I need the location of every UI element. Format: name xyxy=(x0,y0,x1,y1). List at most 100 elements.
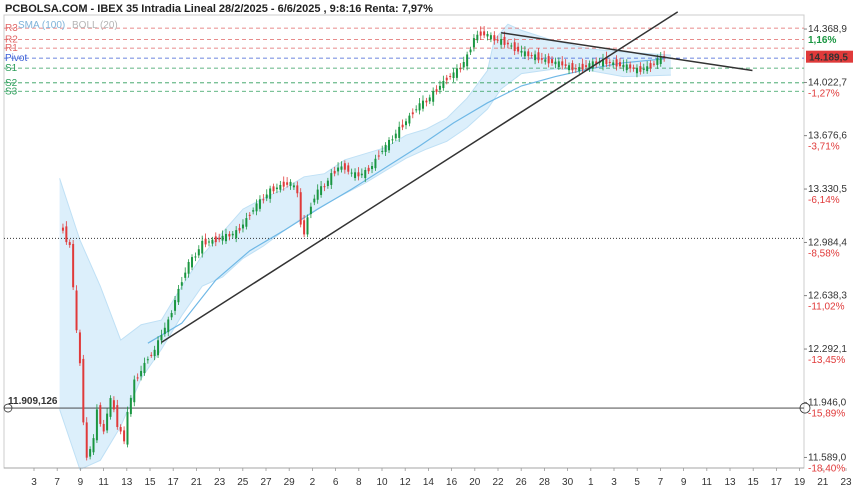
legend-sma: SMA (100) xyxy=(18,20,65,31)
y-tick-label: 12.984,4 xyxy=(808,237,847,248)
current-price-badge xyxy=(806,50,853,63)
candle-body xyxy=(364,170,367,179)
candle-body xyxy=(343,163,346,170)
candle-body xyxy=(500,39,503,45)
candle-body xyxy=(391,139,394,141)
x-tick-label: 30 xyxy=(562,477,574,488)
candle-body xyxy=(405,121,407,126)
boll-upper-line xyxy=(59,23,671,341)
candle-body xyxy=(554,61,557,65)
level-label-pivot: Pivot xyxy=(5,53,27,64)
y-tick-label: 11.946,0 xyxy=(808,397,847,408)
x-tick-label: 21 xyxy=(191,477,203,488)
candle-body xyxy=(143,362,146,374)
candle-body xyxy=(160,335,163,341)
candle-body xyxy=(585,65,588,67)
candle-body xyxy=(320,186,323,195)
reference-label: 11.909,126 xyxy=(8,396,58,407)
candle-body xyxy=(180,282,183,286)
candle-body xyxy=(337,167,340,172)
candle-body xyxy=(442,80,445,89)
candle-body xyxy=(354,172,357,179)
candle-body xyxy=(578,67,581,72)
x-tick-label: 12 xyxy=(400,477,412,488)
candle-body xyxy=(292,185,295,188)
y-tick-label: 12.292,1 xyxy=(808,344,847,355)
x-tick-label: 13 xyxy=(121,477,133,488)
candle-body xyxy=(547,56,550,64)
chart-title: PCBOLSA.COM - IBEX 35 Intradia Lineal 28… xyxy=(5,3,433,15)
candle-body xyxy=(557,61,560,68)
candle-body xyxy=(435,89,438,92)
pct-tick-label: -8,58% xyxy=(808,248,840,259)
candle-body xyxy=(191,257,194,268)
candle-body xyxy=(625,64,628,71)
candle-body xyxy=(255,203,258,212)
x-tick-label: 17 xyxy=(168,477,180,488)
candle-body xyxy=(214,236,217,243)
candle-body xyxy=(452,72,455,79)
candle-body xyxy=(618,62,621,67)
candle-body xyxy=(208,241,210,243)
candle-body xyxy=(95,409,98,441)
candle-body xyxy=(388,139,391,151)
current-price-label: 14.189,5 xyxy=(809,53,848,64)
reference-lines: 11.909,126 xyxy=(3,237,811,414)
candle-body xyxy=(561,61,564,66)
candle-body xyxy=(527,51,530,57)
x-tick-label: 19 xyxy=(794,477,806,488)
candle-body xyxy=(659,56,662,64)
candle-body xyxy=(605,56,608,65)
x-tick-label: 20 xyxy=(469,477,481,488)
candle-body xyxy=(123,430,126,442)
candle-body xyxy=(384,144,387,152)
candle-body xyxy=(102,423,105,432)
candle-body xyxy=(622,64,625,68)
x-tick-label: 5 xyxy=(634,477,640,488)
candle-body xyxy=(408,115,411,124)
candle-body xyxy=(279,184,282,190)
candle-body xyxy=(649,63,652,69)
level-label-r3: R3 xyxy=(5,23,18,34)
pct-tick-label: -1,27% xyxy=(808,88,840,99)
candle-body xyxy=(520,50,523,53)
candle-body xyxy=(421,100,424,109)
candle-body xyxy=(333,170,336,174)
y-tick-label: 11.589,0 xyxy=(808,452,847,463)
candle-body xyxy=(326,180,329,187)
candle-body xyxy=(602,59,604,67)
candle-body xyxy=(330,173,333,185)
candle-body xyxy=(350,172,353,174)
x-axis: 3 7 9 11 13 15 17 21 23 25 27 29 2 6 8 10 12 14 16 20 22 26 28… xyxy=(4,467,852,488)
x-tick-label: 28 xyxy=(539,477,551,488)
candle-body xyxy=(646,66,649,72)
candle-body xyxy=(652,63,655,65)
candle-body xyxy=(551,59,554,64)
candle-body xyxy=(608,61,611,63)
candle-body xyxy=(296,185,299,194)
candle-body xyxy=(89,449,92,457)
candle-body xyxy=(595,61,598,64)
candle-body xyxy=(411,112,414,115)
candle-body xyxy=(197,249,200,256)
candle-body xyxy=(425,100,428,103)
candle-body xyxy=(146,359,149,361)
candle-body xyxy=(476,34,479,41)
candle-body xyxy=(510,45,513,47)
y-tick-label: 13.330,5 xyxy=(808,184,847,195)
pct-tick-label: 1,16% xyxy=(808,35,836,46)
candle-body xyxy=(642,68,645,70)
x-tick-label: 2 xyxy=(310,477,316,488)
candle-body xyxy=(639,66,642,72)
candle-body xyxy=(588,63,591,69)
candle-body xyxy=(68,242,71,246)
candle-body xyxy=(174,300,177,311)
candle-body xyxy=(377,155,380,157)
x-tick-label: 29 xyxy=(284,477,296,488)
x-tick-label: 13 xyxy=(724,477,736,488)
legend-boll: BOLL (20) xyxy=(72,20,118,31)
candle-body xyxy=(106,413,109,431)
candle-body xyxy=(571,63,574,71)
candle-body xyxy=(129,397,132,415)
